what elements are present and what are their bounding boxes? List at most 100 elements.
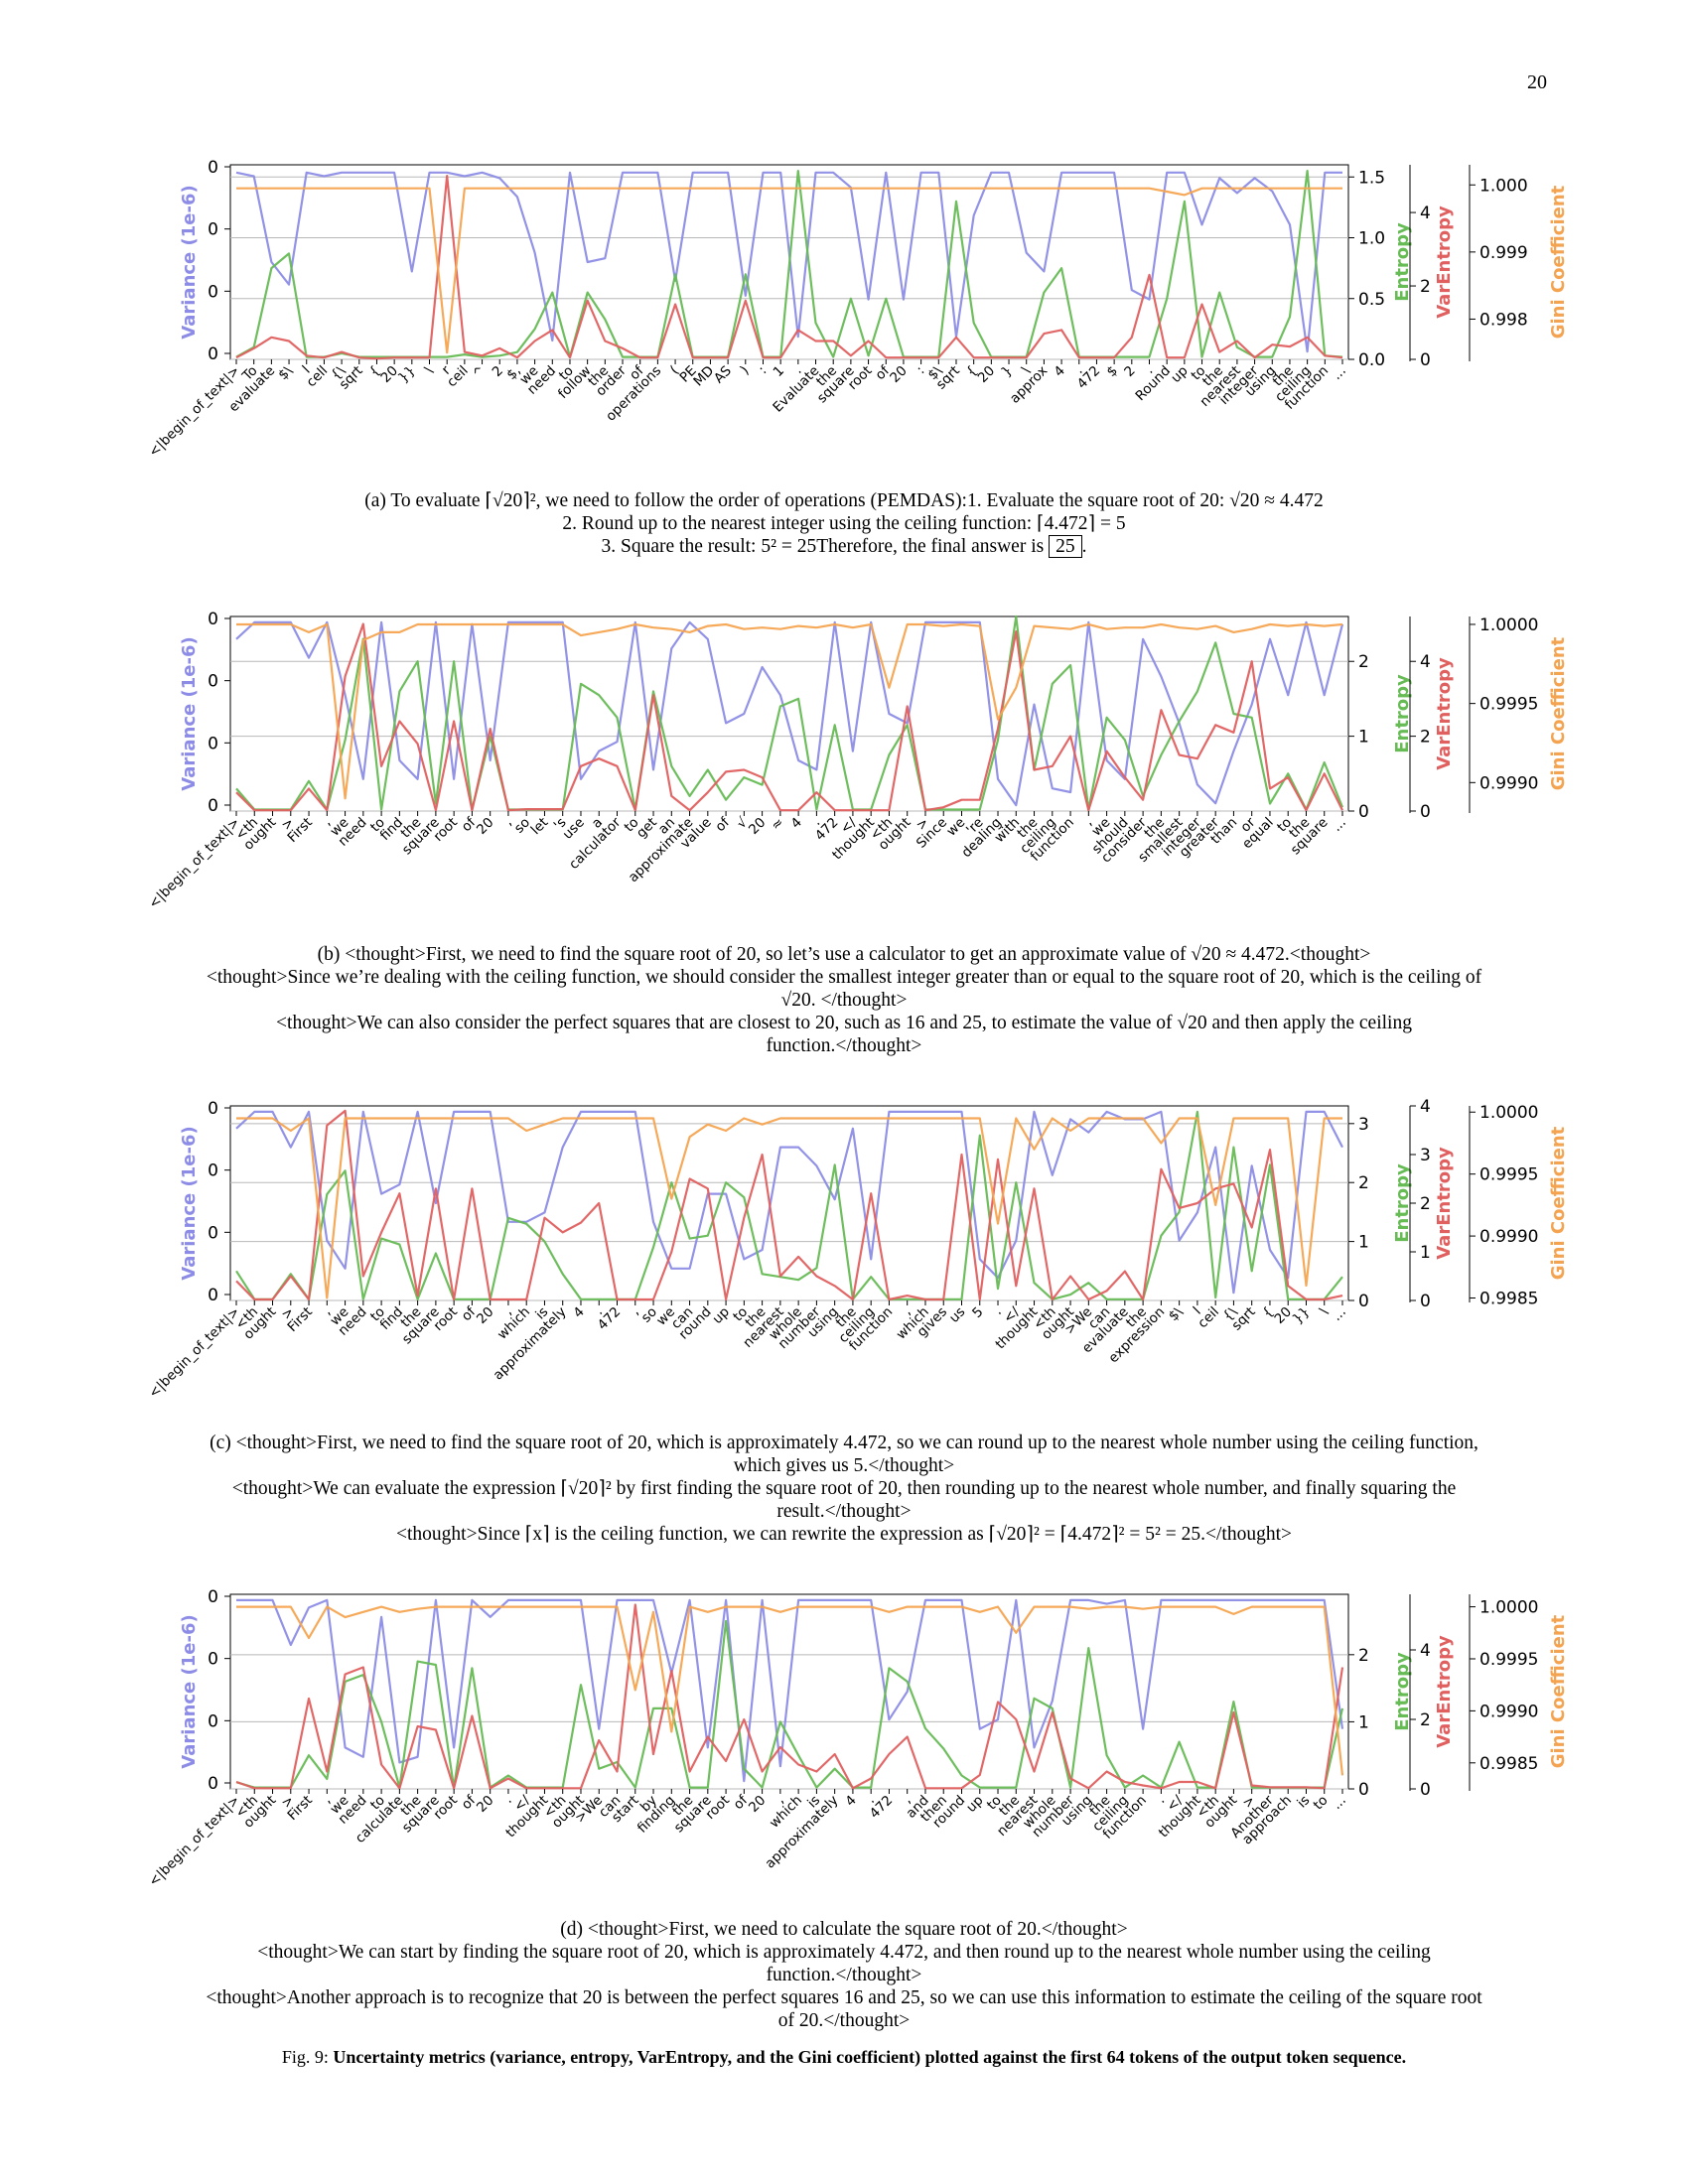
caption-a: (a) To evaluate ⌈√20⌉², we need to follo… [119, 489, 1569, 558]
variance-tick-label: 0 [208, 1286, 218, 1305]
caption-c-line: <thought>Since ⌈x⌉ is the ceiling functi… [395, 1524, 1292, 1545]
varentropy-axis-label: VarEntropy [1434, 205, 1455, 319]
caption-d-line: function.</thought> [766, 1965, 922, 1985]
figure-caption-label: Fig. 9: [281, 2047, 334, 2067]
token-label: $ [1104, 363, 1121, 380]
variance-axis-label: Variance (1e-6) [179, 1614, 200, 1768]
gini-axis-label: Gini Coefficient [1548, 1614, 1569, 1768]
gini-line [236, 1605, 1344, 1776]
caption-a-line: 2. Round up to the nearest integer using… [562, 513, 1126, 534]
token-label: 20 [474, 815, 496, 838]
token-label: use [560, 815, 588, 843]
varentropy-axis-label: VarEntropy [1434, 657, 1455, 770]
chart-c: 0 0 0 0 Variance (1e-6) 0 1 2 3 Entropy 0 1 2 3 4 VarEn… [146, 1097, 1569, 1402]
token-label: ceil [1195, 1304, 1222, 1332]
token-label: 20 [887, 363, 910, 386]
variance-axis-label: Variance (1e-6) [179, 1126, 200, 1280]
chart-a: 0 0 0 0 Variance (1e-6) 0.0 0.5 1.0 1.5 Entropy 0 2… [146, 158, 1569, 461]
entropy-tick-label: 1.5 [1358, 168, 1385, 188]
caption-c-line: result.</thought> [776, 1501, 912, 1522]
variance-tick-label: 0 [208, 1161, 218, 1181]
caption-a-prefix: 3. Square the result: 5² = 25Therefore, … [601, 536, 1050, 557]
token-label: ≈ [768, 815, 786, 834]
gini-tick-label: 0.9995 [1479, 1165, 1538, 1185]
figure-caption: Fig. 9: Uncertainty metrics (variance, e… [119, 2047, 1569, 2068]
token-label: to [1311, 1793, 1332, 1814]
token-label: AS [711, 363, 735, 387]
gini-axis-label: Gini Coefficient [1548, 185, 1569, 339]
token-label: 472 [867, 1793, 897, 1823]
token-label: 4 [570, 1304, 587, 1321]
varentropy-tick-label: 4 [1420, 204, 1431, 223]
variance-tick-label: 0 [208, 344, 218, 364]
variance-tick-label: 0 [208, 1650, 218, 1670]
varentropy-tick-label: 3 [1420, 1146, 1431, 1165]
variance-tick-label: 0 [208, 1099, 218, 1119]
varentropy-line [235, 1109, 1343, 1301]
token-label: \ [1317, 1303, 1332, 1318]
caption-c-line: which gives us 5.</thought> [733, 1455, 955, 1476]
variance-axis-label: Variance (1e-6) [179, 185, 200, 339]
token-label: <|begin_of_text|> [146, 1793, 243, 1890]
varentropy-tick-label: 2 [1420, 277, 1431, 297]
gini-tick-label: 0.998 [1479, 310, 1528, 330]
caption-d: (d) <thought>First, we need to calculate… [119, 1918, 1569, 2032]
token-label: ... [1329, 1793, 1348, 1813]
variance-tick-label: 0 [208, 796, 218, 816]
token-label: 20 [746, 1793, 769, 1816]
variance-tick-label: 0 [208, 672, 218, 692]
entropy-axis-label: Entropy [1392, 222, 1413, 302]
entropy-tick-label: 0 [1358, 802, 1369, 822]
token-label: : [756, 363, 771, 378]
variance-tick-label: 0 [208, 1774, 218, 1794]
varentropy-line [235, 1603, 1344, 1790]
gini-tick-label: 0.9990 [1479, 773, 1538, 793]
caption-c-line: (c) <thought>First, we need to find the … [210, 1433, 1478, 1453]
token-label: up [1168, 363, 1191, 386]
token-label: $\ [1166, 1303, 1187, 1324]
token-label: ) [738, 363, 753, 378]
token-label: 20 [746, 815, 769, 838]
varentropy-tick-label: 0 [1420, 1780, 1431, 1800]
gini-tick-label: 0.9990 [1479, 1702, 1538, 1721]
figure-caption-text: Uncertainty metrics (variance, entropy, … [333, 2047, 1407, 2067]
entropy-axis-label: Entropy [1392, 1163, 1413, 1243]
entropy-line [235, 614, 1344, 811]
variance-tick-label: 0 [208, 1223, 218, 1243]
entropy-tick-label: 2 [1358, 1646, 1369, 1666]
token-label: up [963, 1793, 986, 1816]
token-label: up [709, 1304, 732, 1327]
variance-axis-label: Variance (1e-6) [179, 636, 200, 790]
token-label: Round [1132, 363, 1174, 405]
caption-b-line: √20. </thought> [780, 990, 908, 1011]
entropy-tick-label: 1.0 [1358, 229, 1385, 249]
varentropy-tick-label: 4 [1420, 1097, 1431, 1117]
token-label: 472 [812, 815, 842, 845]
entropy-tick-label: 0 [1358, 1780, 1369, 1800]
gini-tick-label: 0.9995 [1479, 695, 1538, 715]
entropy-tick-label: 1 [1358, 1233, 1369, 1253]
caption-d-line: of 20.</thought> [777, 2010, 911, 2031]
chart-panel-d: 0 0 0 0 Variance (1e-6) 0 1 2 Entropy 0 2 4 VarEntro… [0, 1578, 1688, 1906]
chart-panel-c: 0 0 0 0 Variance (1e-6) 0 1 2 3 Entropy 0 1 2 3 4 VarEn… [0, 1090, 1688, 1418]
page-number: 20 [1527, 71, 1547, 93]
token-label: 20 [474, 1793, 496, 1816]
variance-tick-label: 0 [208, 282, 218, 302]
gini-tick-label: 1.000 [1479, 176, 1528, 196]
gini-tick-label: 0.9995 [1479, 1650, 1538, 1670]
varentropy-tick-label: 4 [1420, 1641, 1431, 1661]
entropy-tick-label: 0.5 [1358, 290, 1385, 310]
entropy-tick-label: 1 [1358, 1712, 1369, 1732]
token-label: }} [1290, 1304, 1313, 1327]
entropy-tick-label: 2 [1358, 1173, 1369, 1193]
varentropy-axis-label: VarEntropy [1434, 1147, 1455, 1260]
variance-tick-label: 0 [208, 158, 218, 178]
varentropy-axis-label: VarEntropy [1434, 1635, 1455, 1748]
token-label: let [528, 815, 552, 839]
entropy-axis-label: Entropy [1392, 674, 1413, 753]
caption-c-line: <thought>We can evaluate the expression … [231, 1478, 1457, 1499]
token-label: 2 [1121, 363, 1138, 380]
token-label: 20 [975, 363, 998, 386]
